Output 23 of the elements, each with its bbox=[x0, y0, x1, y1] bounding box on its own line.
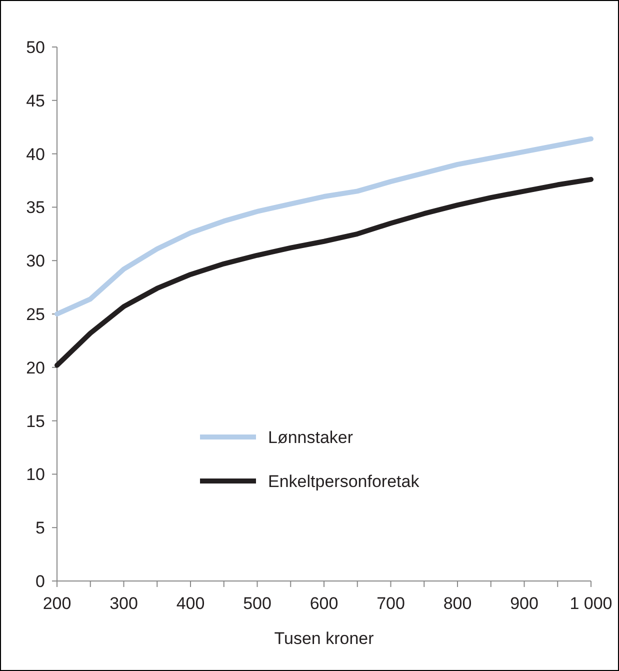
x-tick-label: 600 bbox=[310, 594, 338, 613]
y-tick-label: 30 bbox=[26, 252, 45, 271]
y-tick-label: 45 bbox=[26, 91, 45, 110]
legend-label: Lønnstaker bbox=[268, 428, 354, 447]
x-tick-label: 300 bbox=[110, 594, 138, 613]
y-tick-label: 25 bbox=[26, 304, 45, 324]
x-axis-title: Tusen kroner bbox=[274, 629, 374, 648]
legend-label: Enkeltpersonforetak bbox=[268, 472, 420, 491]
x-tick-label: 900 bbox=[510, 594, 538, 613]
y-tick-label: 20 bbox=[26, 358, 45, 378]
x-tick-label: 500 bbox=[243, 594, 272, 613]
x-tick-label: 400 bbox=[176, 594, 205, 613]
y-tick-label: 15 bbox=[26, 412, 45, 431]
y-tick-label: 35 bbox=[26, 198, 45, 218]
y-tick-label: 5 bbox=[36, 518, 45, 538]
x-tick-label: 1 000 bbox=[570, 594, 612, 613]
y-tick-label: 50 bbox=[26, 38, 45, 57]
x-tick-label: 200 bbox=[42, 594, 72, 613]
x-tick-label: 700 bbox=[376, 594, 405, 613]
y-tick-label: 0 bbox=[36, 572, 45, 591]
x-tick-label: 800 bbox=[443, 594, 472, 613]
y-tick-label: 40 bbox=[26, 144, 45, 164]
y-tick-label: 10 bbox=[26, 465, 45, 484]
